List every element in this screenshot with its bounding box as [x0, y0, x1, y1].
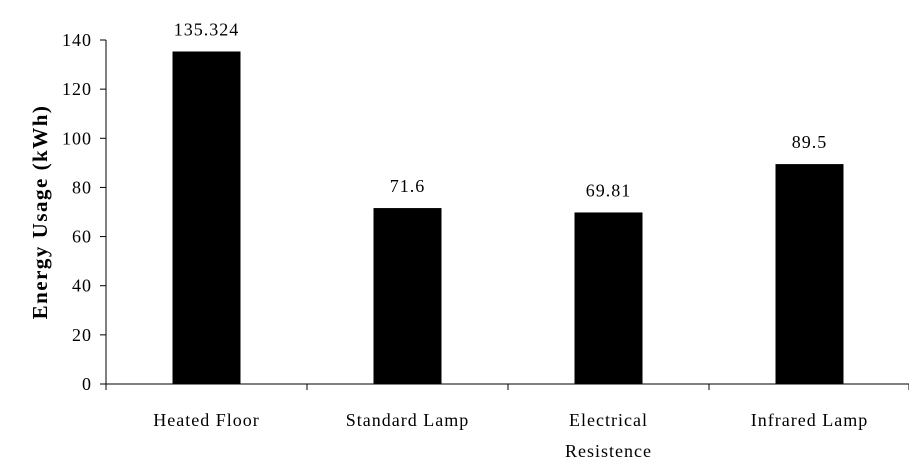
bar	[172, 51, 241, 385]
category-label: Heated Floor	[153, 410, 259, 430]
data-labels: 135.324 71.6 69.81 89.5	[174, 19, 828, 200]
bar	[574, 212, 643, 384]
y-tick-label: 100	[62, 128, 92, 148]
y-tick-label: 40	[72, 276, 92, 296]
bars	[172, 51, 844, 385]
category-label: Electrical	[569, 410, 648, 430]
category-labels: Heated Floor Standard Lamp Electrical Resis…	[153, 410, 868, 461]
y-tick-label: 20	[72, 325, 92, 345]
data-label: 71.6	[390, 176, 426, 196]
y-tick-label: 140	[62, 30, 92, 50]
bar	[775, 164, 844, 384]
category-label: Standard Lamp	[346, 410, 469, 430]
x-axis-ticks	[105, 384, 909, 390]
data-label: 69.81	[586, 180, 632, 200]
y-tick-label: 60	[72, 227, 92, 247]
bar	[373, 208, 442, 384]
category-label: Resistence	[565, 441, 652, 461]
y-axis-ticks: 0 20 40 60 80 100 120 140	[62, 30, 106, 394]
y-axis-title: Energy Usage (kWh)	[28, 105, 52, 320]
y-tick-label: 0	[82, 374, 92, 394]
y-tick-label: 80	[72, 177, 92, 197]
category-label: Infrared Lamp	[751, 410, 868, 430]
data-label: 135.324	[174, 19, 240, 39]
y-tick-label: 120	[62, 79, 92, 99]
data-label: 89.5	[792, 132, 828, 152]
